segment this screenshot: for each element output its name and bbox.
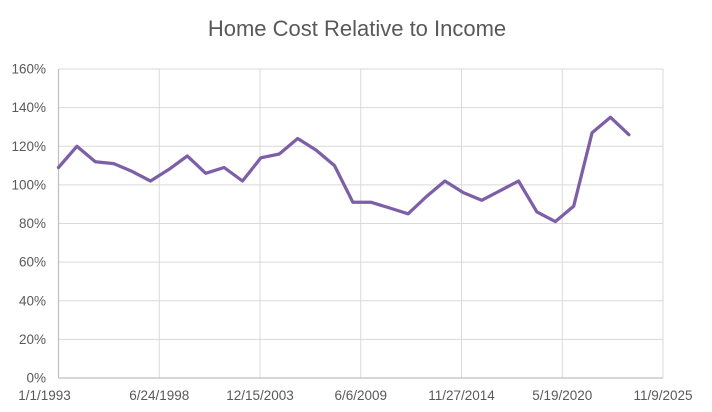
- x-axis-label: 11/9/2025: [633, 388, 692, 403]
- y-axis-label: 0%: [26, 371, 46, 386]
- x-axis-label: 6/24/1998: [129, 388, 189, 403]
- x-axis-labels: 1/1/1993 6/24/1998 12/15/2003 6/6/2009 11/27…: [18, 388, 692, 403]
- y-axis-label: 80%: [19, 216, 46, 231]
- chart-title: Home Cost Relative to Income: [208, 16, 506, 41]
- series-line: [56, 115, 631, 224]
- x-axis-label: 12/15/2003: [226, 388, 294, 403]
- y-axis-label: 20%: [19, 332, 46, 347]
- axis-lines: [57, 69, 663, 379]
- y-axis-label: 120%: [11, 139, 46, 154]
- y-axis-labels: 0% 20% 40% 60% 80% 100% 120% 140% 160%: [11, 62, 46, 386]
- x-axis-label: 5/19/2020: [532, 388, 592, 403]
- x-axis-label: 6/6/2009: [334, 388, 387, 403]
- y-axis-label: 60%: [19, 255, 46, 270]
- y-axis-label: 100%: [11, 177, 46, 192]
- x-axis-label: 11/27/2014: [428, 388, 495, 403]
- y-axis-label: 40%: [19, 293, 46, 308]
- gridlines: [58, 68, 664, 378]
- y-axis-label: 160%: [11, 62, 46, 77]
- x-axis-label: 1/1/1993: [18, 388, 71, 403]
- y-axis-label: 140%: [11, 100, 46, 115]
